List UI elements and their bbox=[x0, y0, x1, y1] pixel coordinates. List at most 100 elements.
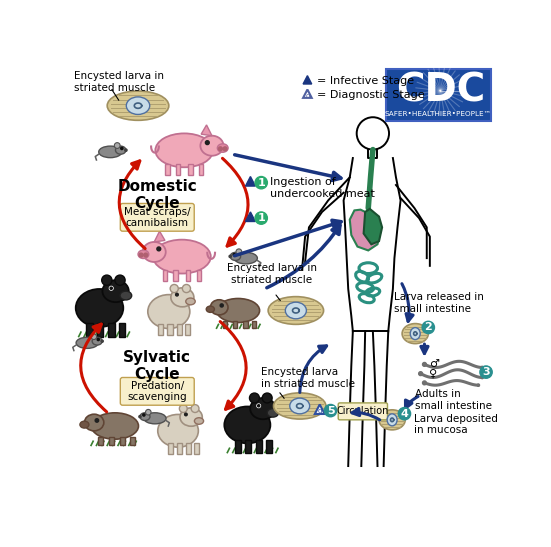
Text: Adults in
small intestine: Adults in small intestine bbox=[415, 389, 492, 411]
Ellipse shape bbox=[92, 337, 102, 345]
Bar bbox=[109, 437, 114, 445]
Bar bbox=[266, 440, 272, 452]
Ellipse shape bbox=[210, 300, 228, 315]
Circle shape bbox=[125, 149, 127, 152]
Ellipse shape bbox=[230, 252, 241, 260]
Ellipse shape bbox=[155, 133, 213, 167]
Ellipse shape bbox=[153, 240, 211, 274]
Circle shape bbox=[180, 405, 187, 412]
Bar bbox=[174, 270, 178, 281]
Bar bbox=[233, 321, 237, 328]
Bar bbox=[256, 440, 262, 452]
Ellipse shape bbox=[75, 289, 123, 327]
Ellipse shape bbox=[268, 296, 323, 324]
Circle shape bbox=[121, 147, 123, 149]
Bar bbox=[188, 164, 193, 175]
Bar bbox=[176, 164, 180, 175]
Text: = Diagnostic Stage: = Diagnostic Stage bbox=[317, 90, 424, 100]
Circle shape bbox=[182, 284, 191, 293]
Ellipse shape bbox=[273, 393, 326, 419]
Text: 2: 2 bbox=[424, 322, 432, 333]
Bar bbox=[235, 440, 241, 452]
Circle shape bbox=[185, 413, 187, 416]
Polygon shape bbox=[315, 404, 325, 414]
Ellipse shape bbox=[144, 413, 166, 424]
Ellipse shape bbox=[250, 398, 276, 419]
Ellipse shape bbox=[120, 291, 132, 300]
Ellipse shape bbox=[206, 306, 214, 312]
Ellipse shape bbox=[140, 413, 150, 421]
Bar bbox=[165, 164, 170, 175]
Bar bbox=[168, 324, 173, 335]
Circle shape bbox=[219, 147, 222, 151]
Circle shape bbox=[233, 253, 235, 256]
Ellipse shape bbox=[290, 398, 310, 414]
Bar bbox=[245, 440, 251, 452]
Polygon shape bbox=[350, 210, 381, 251]
Text: 3: 3 bbox=[482, 367, 490, 377]
FancyBboxPatch shape bbox=[120, 377, 194, 405]
Text: Larva released in
small intestine: Larva released in small intestine bbox=[393, 292, 484, 313]
Polygon shape bbox=[303, 90, 312, 98]
Circle shape bbox=[258, 405, 260, 407]
Text: Domestic
Cycle: Domestic Cycle bbox=[117, 179, 197, 211]
Bar bbox=[185, 324, 191, 335]
Bar bbox=[252, 321, 256, 328]
Ellipse shape bbox=[267, 409, 278, 417]
FancyBboxPatch shape bbox=[338, 403, 387, 420]
Text: SAFER•HEALTHIER•PEOPLE™: SAFER•HEALTHIER•PEOPLE™ bbox=[385, 111, 491, 117]
Circle shape bbox=[325, 404, 337, 417]
Ellipse shape bbox=[224, 406, 271, 443]
Circle shape bbox=[257, 404, 261, 408]
Bar bbox=[98, 437, 103, 445]
Bar bbox=[199, 164, 203, 175]
Ellipse shape bbox=[195, 418, 203, 424]
Ellipse shape bbox=[234, 252, 257, 264]
Ellipse shape bbox=[186, 298, 195, 305]
Circle shape bbox=[262, 393, 272, 403]
Ellipse shape bbox=[107, 91, 169, 120]
Ellipse shape bbox=[379, 410, 405, 430]
Circle shape bbox=[145, 410, 151, 415]
Circle shape bbox=[398, 408, 410, 420]
Polygon shape bbox=[246, 212, 255, 222]
Bar bbox=[177, 443, 182, 453]
Circle shape bbox=[157, 247, 161, 251]
Circle shape bbox=[139, 416, 141, 418]
Circle shape bbox=[229, 255, 231, 258]
Bar bbox=[243, 321, 247, 328]
Circle shape bbox=[255, 212, 267, 224]
Text: Encysted larva in
striated muscle: Encysted larva in striated muscle bbox=[227, 264, 317, 285]
Circle shape bbox=[143, 414, 145, 416]
Bar bbox=[197, 270, 201, 281]
Polygon shape bbox=[303, 75, 312, 84]
Ellipse shape bbox=[148, 295, 190, 329]
Ellipse shape bbox=[138, 250, 149, 259]
Ellipse shape bbox=[116, 146, 126, 154]
Bar bbox=[121, 437, 125, 445]
Ellipse shape bbox=[143, 242, 166, 262]
Text: Encysted larva in
striated muscle: Encysted larva in striated muscle bbox=[74, 71, 164, 92]
Circle shape bbox=[423, 363, 426, 366]
Bar bbox=[118, 323, 125, 336]
Circle shape bbox=[423, 381, 426, 385]
Bar bbox=[163, 270, 168, 281]
Ellipse shape bbox=[126, 97, 150, 114]
FancyBboxPatch shape bbox=[386, 69, 491, 121]
Text: Predation/
scavenging: Predation/ scavenging bbox=[127, 381, 187, 402]
Bar bbox=[158, 324, 164, 335]
Bar bbox=[109, 323, 115, 336]
Text: 5: 5 bbox=[327, 405, 334, 416]
Circle shape bbox=[250, 393, 260, 403]
Circle shape bbox=[255, 177, 267, 189]
Bar bbox=[194, 443, 199, 453]
Text: ♂: ♂ bbox=[429, 359, 439, 369]
Circle shape bbox=[477, 384, 479, 386]
Text: d: d bbox=[317, 409, 322, 415]
Text: Circulation: Circulation bbox=[337, 406, 389, 416]
Ellipse shape bbox=[285, 302, 306, 319]
Ellipse shape bbox=[217, 144, 228, 152]
Ellipse shape bbox=[410, 328, 420, 340]
Text: Encysted larva
in striated muscle: Encysted larva in striated muscle bbox=[261, 368, 355, 389]
Text: = Infective Stage: = Infective Stage bbox=[317, 76, 414, 86]
